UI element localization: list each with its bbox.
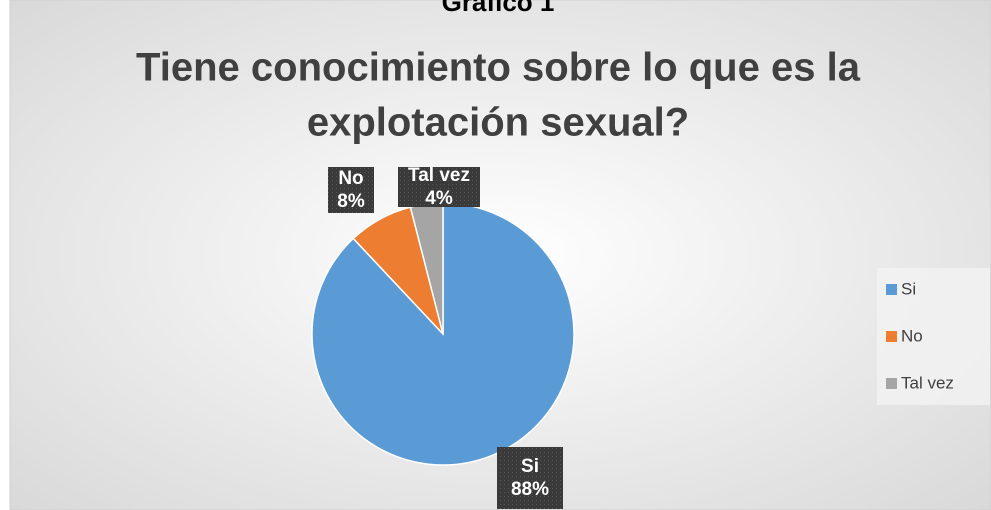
- legend-label: Tal vez: [901, 373, 954, 392]
- chart-title: explotación sexual?: [307, 101, 689, 145]
- data-label-category: Tal vez: [408, 165, 470, 186]
- data-label-box: [328, 167, 374, 213]
- chart-title: Tiene conocimiento sobre lo que es la: [136, 46, 861, 90]
- legend-swatch: [886, 378, 897, 389]
- legend-swatch: [886, 331, 897, 342]
- legend-label: Si: [901, 279, 916, 298]
- legend-label: No: [901, 326, 923, 345]
- data-label-box: [398, 167, 480, 207]
- data-label-value: 8%: [337, 191, 365, 212]
- data-label-value: 88%: [511, 479, 549, 500]
- data-label-category: No: [338, 168, 363, 189]
- heading: Gráfico 1: [442, 0, 555, 17]
- data-label-category: Si: [521, 456, 539, 477]
- data-label-box: [497, 447, 563, 509]
- legend-swatch: [886, 284, 897, 295]
- data-label-value: 4%: [425, 188, 453, 209]
